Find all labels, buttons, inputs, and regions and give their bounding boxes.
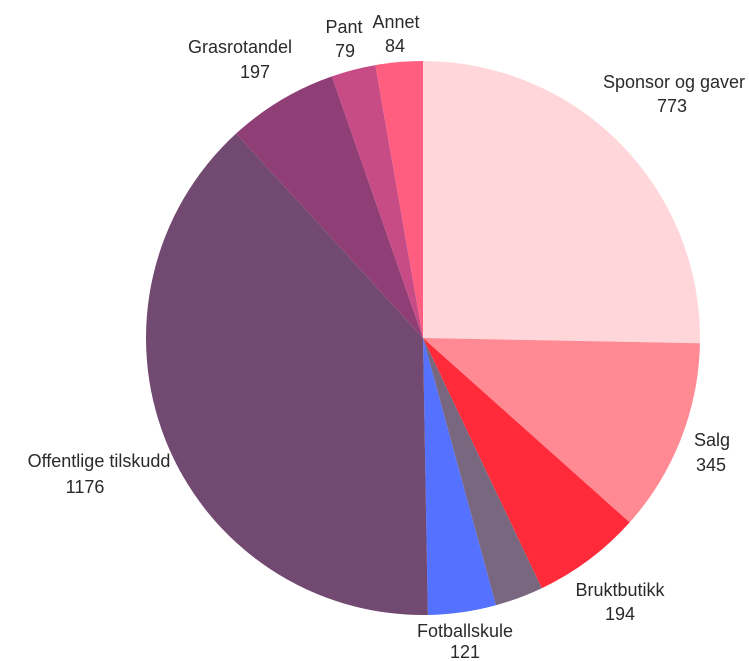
pie-slice-sponsor-og-gaver: [423, 61, 701, 344]
slice-value: 79: [335, 41, 355, 61]
slice-value: 194: [605, 604, 635, 624]
pie-slice-salg: [423, 338, 700, 523]
slice-name: Sponsor og gaver: [603, 72, 745, 92]
pie-slice-offentlige-tilskudd: [145, 133, 428, 616]
pie-slice-annet: [375, 61, 423, 338]
slice-label-annet: Annet 84: [372, 12, 419, 56]
slice-label-sponsor-og-gaver: Sponsor og gaver 773: [603, 72, 745, 116]
pie-slice-fotballskule: [423, 338, 496, 615]
pie-slices: [145, 61, 701, 616]
slice-label-bruktbutikk: Bruktbutikk 194: [575, 580, 665, 624]
pie-slice-bruktbutikk: [423, 338, 630, 589]
slice-label-pant: Pant 79: [325, 17, 362, 61]
slice-name: Offentlige tilskudd: [28, 451, 171, 471]
slice-value: 345: [696, 455, 726, 475]
slice-value: 1176: [66, 477, 105, 497]
slice-value: 121: [450, 642, 480, 661]
slice-label-grasrotandel: Grasrotandel 197: [188, 37, 292, 82]
slice-name: Bruktbutikk: [575, 580, 665, 600]
slice-name: Grasrotandel: [188, 37, 292, 57]
pie-slice-pant: [331, 65, 423, 339]
slice-name: Fotballskule: [417, 621, 513, 641]
slice-value: 773: [657, 96, 687, 116]
slice-name: Pant: [325, 17, 362, 37]
slice-name: Annet: [372, 12, 419, 32]
pie-slice-unlabeled: [423, 338, 542, 606]
pie-slice-grasrotandel: [236, 76, 423, 339]
pie-labels: Sponsor og gaver 773 Salg 345 Bruktbutikk 194…: [28, 12, 745, 661]
slice-name: Salg: [694, 430, 730, 450]
slice-label-salg: Salg 345: [694, 430, 730, 475]
slice-label-offentlige-tilskudd: Offentlige tilskudd 1176: [28, 451, 171, 497]
slice-value: 197: [240, 62, 270, 82]
slice-value: 84: [385, 36, 405, 56]
